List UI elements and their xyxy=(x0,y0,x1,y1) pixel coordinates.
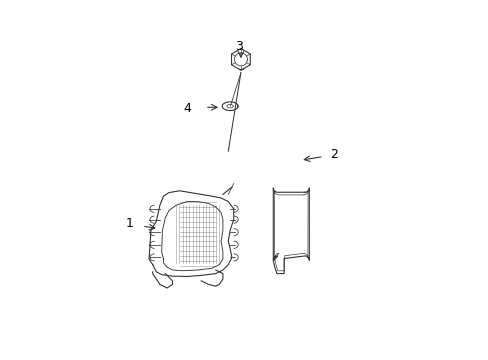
Text: 1: 1 xyxy=(125,217,133,230)
Text: 3: 3 xyxy=(235,40,243,53)
Text: 2: 2 xyxy=(330,148,338,161)
Text: 4: 4 xyxy=(183,102,190,114)
